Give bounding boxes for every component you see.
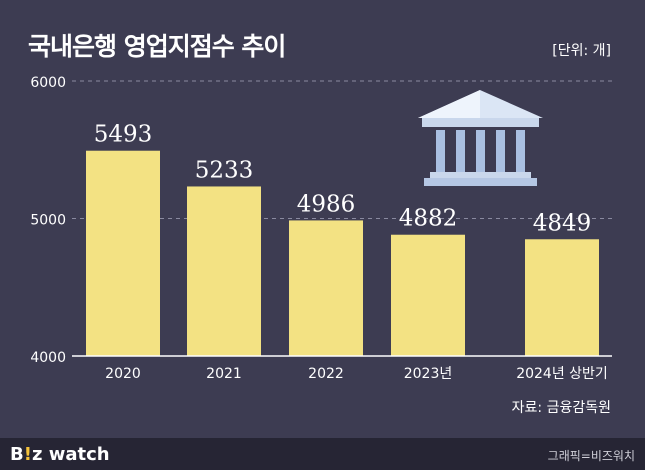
x-tick-label: 2024년 상반기 [516, 366, 608, 382]
data-label: 4882 [399, 206, 458, 232]
bars [86, 150, 599, 356]
bank-building-icon [418, 90, 543, 186]
x-tick-labels: 2020 2021 2022 2023년 2024년 상반기 [105, 366, 608, 382]
data-label: 4986 [297, 191, 356, 217]
bar [289, 220, 363, 356]
x-tick-label: 2020 [105, 366, 141, 382]
logo-rest: z watch [31, 444, 110, 465]
footer-bar: B!z watch 그래픽=비즈워치 [0, 438, 645, 470]
source-label: 자료: 금융감독원 [511, 400, 611, 416]
data-labels: 5493 5233 4986 4882 4849 [94, 122, 592, 237]
bar [86, 150, 160, 356]
bizwatch-logo: B!z watch [10, 444, 110, 465]
y-tick-label: 6000 [30, 75, 66, 91]
unit-label: [단위: 개] [552, 43, 611, 59]
x-tick-label: 2023년 [404, 366, 453, 382]
chart-title: 국내은행 영업지점수 추이 [28, 32, 286, 61]
data-label: 5493 [94, 122, 153, 148]
bar [187, 186, 261, 356]
logo-accent: ! [23, 444, 32, 465]
y-tick-label: 5000 [30, 213, 66, 229]
data-label: 5233 [195, 157, 254, 183]
grid-lines [72, 80, 612, 219]
x-tick-label: 2022 [308, 366, 344, 382]
x-tick-label: 2021 [206, 366, 242, 382]
y-tick-label: 4000 [30, 350, 66, 366]
bar [391, 234, 465, 356]
bar [525, 239, 599, 356]
data-label: 4849 [533, 210, 592, 236]
graphic-credit: 그래픽=비즈워치 [547, 449, 635, 463]
logo-main: B [10, 444, 24, 465]
y-tick-labels: 4000 5000 6000 [30, 75, 66, 366]
